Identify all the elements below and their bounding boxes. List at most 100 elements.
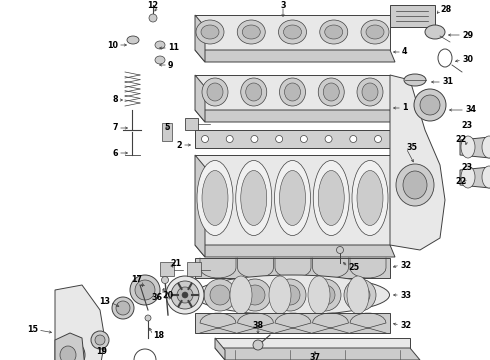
Ellipse shape <box>309 279 341 311</box>
Ellipse shape <box>204 279 236 311</box>
Ellipse shape <box>196 20 224 44</box>
Polygon shape <box>215 338 225 360</box>
Ellipse shape <box>60 346 76 360</box>
Ellipse shape <box>414 89 446 121</box>
Ellipse shape <box>58 350 66 355</box>
Ellipse shape <box>236 161 272 235</box>
Ellipse shape <box>197 161 233 235</box>
Ellipse shape <box>241 78 267 106</box>
Polygon shape <box>195 155 390 245</box>
Ellipse shape <box>58 341 66 346</box>
Ellipse shape <box>58 324 66 329</box>
Ellipse shape <box>274 161 311 235</box>
Text: 25: 25 <box>348 262 359 271</box>
Ellipse shape <box>145 315 151 321</box>
Polygon shape <box>215 348 420 360</box>
Ellipse shape <box>245 285 265 305</box>
Ellipse shape <box>284 25 301 39</box>
Ellipse shape <box>253 340 263 350</box>
Text: 32: 32 <box>400 261 411 270</box>
Text: 6: 6 <box>113 148 118 158</box>
Ellipse shape <box>361 20 389 44</box>
Ellipse shape <box>155 56 165 64</box>
Ellipse shape <box>280 285 300 305</box>
Ellipse shape <box>226 135 233 143</box>
Ellipse shape <box>130 275 160 305</box>
Text: 36: 36 <box>151 293 162 302</box>
Ellipse shape <box>347 276 369 314</box>
Ellipse shape <box>162 276 169 284</box>
Ellipse shape <box>58 307 66 312</box>
Ellipse shape <box>64 337 72 342</box>
Ellipse shape <box>396 164 434 206</box>
Ellipse shape <box>357 171 383 225</box>
Polygon shape <box>195 130 390 148</box>
Ellipse shape <box>63 346 81 360</box>
Ellipse shape <box>182 292 188 298</box>
Text: 34: 34 <box>465 105 476 114</box>
Text: 19: 19 <box>96 347 107 356</box>
Polygon shape <box>195 15 205 62</box>
Ellipse shape <box>135 280 155 300</box>
Text: 31: 31 <box>442 77 453 86</box>
Ellipse shape <box>59 341 85 360</box>
Ellipse shape <box>325 25 343 39</box>
Ellipse shape <box>210 285 230 305</box>
Ellipse shape <box>278 20 307 44</box>
Ellipse shape <box>366 25 384 39</box>
Ellipse shape <box>374 135 382 143</box>
Polygon shape <box>195 50 395 62</box>
Ellipse shape <box>239 279 271 311</box>
Ellipse shape <box>95 335 105 345</box>
Text: 23: 23 <box>461 121 472 130</box>
Ellipse shape <box>64 302 72 307</box>
Polygon shape <box>195 75 205 122</box>
Ellipse shape <box>112 297 134 319</box>
Text: 28: 28 <box>440 5 451 14</box>
Text: 33: 33 <box>400 291 411 300</box>
Polygon shape <box>195 245 395 257</box>
Ellipse shape <box>318 78 344 106</box>
Ellipse shape <box>269 276 291 314</box>
Text: 3: 3 <box>280 1 286 10</box>
Ellipse shape <box>58 358 66 360</box>
Text: 12: 12 <box>147 1 158 10</box>
Ellipse shape <box>202 171 228 225</box>
Text: 21: 21 <box>170 258 181 267</box>
Ellipse shape <box>116 301 130 315</box>
Ellipse shape <box>68 351 76 359</box>
Ellipse shape <box>237 20 265 44</box>
Ellipse shape <box>461 166 475 188</box>
Ellipse shape <box>166 276 204 314</box>
Ellipse shape <box>201 135 209 143</box>
Ellipse shape <box>350 285 370 305</box>
Text: 10: 10 <box>107 40 118 49</box>
Text: 1: 1 <box>402 104 408 112</box>
Text: 11: 11 <box>168 44 179 53</box>
Ellipse shape <box>308 276 330 314</box>
Text: 29: 29 <box>462 31 473 40</box>
Text: 13: 13 <box>99 297 110 306</box>
Ellipse shape <box>246 83 262 101</box>
Text: 23: 23 <box>461 163 472 172</box>
Ellipse shape <box>482 136 490 158</box>
Ellipse shape <box>344 279 376 311</box>
Text: 7: 7 <box>113 123 118 132</box>
Ellipse shape <box>403 171 427 199</box>
Ellipse shape <box>323 83 339 101</box>
Ellipse shape <box>64 354 72 359</box>
Ellipse shape <box>425 25 445 39</box>
Text: 17: 17 <box>131 275 142 284</box>
Ellipse shape <box>357 78 383 106</box>
Text: 5: 5 <box>165 123 170 132</box>
Ellipse shape <box>149 14 157 22</box>
Ellipse shape <box>177 287 193 303</box>
Ellipse shape <box>420 95 440 115</box>
Polygon shape <box>195 15 390 50</box>
Ellipse shape <box>64 311 72 316</box>
Polygon shape <box>195 155 205 257</box>
Ellipse shape <box>64 345 72 350</box>
Polygon shape <box>195 110 395 122</box>
Ellipse shape <box>171 281 199 309</box>
Ellipse shape <box>64 328 72 333</box>
